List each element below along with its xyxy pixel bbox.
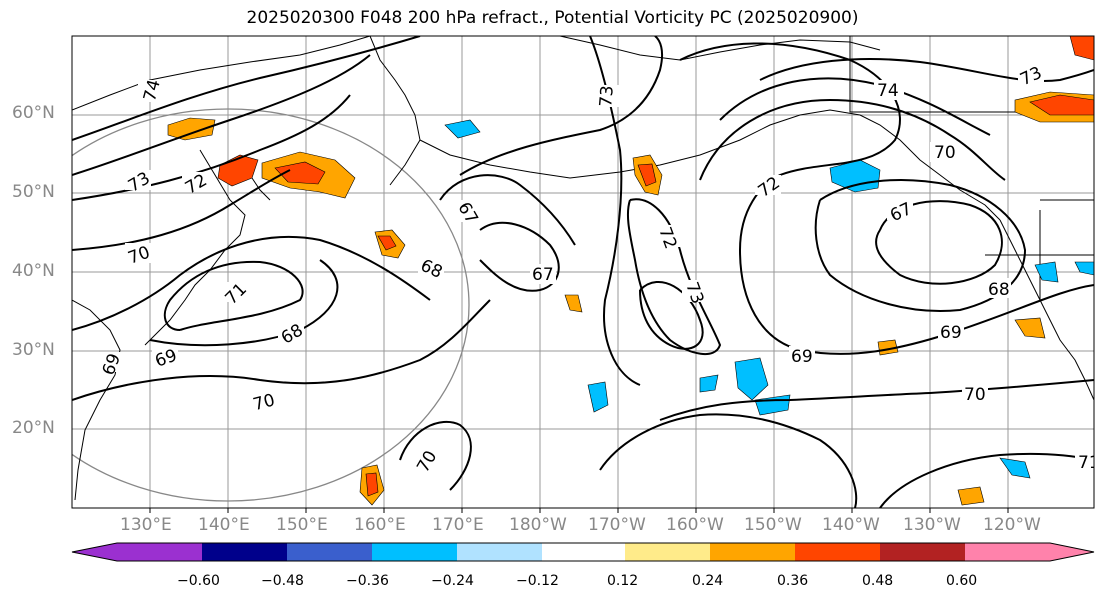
pv-anomaly-shading (167, 36, 1094, 506)
colorbar-segment (965, 543, 1050, 561)
colorbar-segment (880, 543, 965, 561)
colorbar-tick-label: 0.36 (777, 573, 809, 589)
lon-label-170w: 170°W (588, 515, 646, 535)
map-panel: 74 73 72 71 70 69 68 67 68 69 70 73 72 (72, 36, 1100, 508)
lat-label-50n: 50°N (12, 182, 55, 202)
colorbar-tick-label: 0.12 (607, 573, 639, 589)
lon-label-160w: 160°W (666, 515, 724, 535)
contour-label: 70 (934, 143, 956, 163)
lon-label-120w: 120°W (983, 515, 1041, 535)
positive-anomaly (564, 294, 583, 313)
colorbar-tick-label: −0.36 (346, 573, 389, 589)
lon-label-130w: 130°W (903, 515, 961, 535)
positive-anomaly (1069, 36, 1094, 61)
colorbar-tick-label: 0.60 (946, 573, 978, 589)
lat-label-20n: 20°N (12, 418, 55, 438)
contour-label: 67 (532, 265, 554, 285)
positive-anomaly (365, 472, 379, 497)
colorbar-extend-high (1050, 543, 1094, 561)
contour-label: 71 (1078, 453, 1100, 473)
positive-anomaly (637, 163, 657, 187)
contour-label: 73 (596, 85, 618, 108)
colorbar-segment (795, 543, 880, 561)
lon-label-130e: 130°E (120, 515, 172, 535)
colorbar-segment (625, 543, 710, 561)
positive-anomaly (957, 486, 985, 506)
negative-anomaly (699, 374, 719, 393)
colorbar-segment (457, 543, 542, 561)
colorbar-extend-low (72, 543, 117, 561)
colorbar-segment (542, 543, 625, 561)
colorbar-tick-label: −0.12 (516, 573, 559, 589)
map-title: 2025020300 F048 200 hPa refract., Potent… (246, 8, 859, 28)
colorbar-segment (117, 543, 202, 561)
negative-anomaly (1034, 261, 1059, 283)
lon-label-140e: 140°E (198, 515, 250, 535)
contour-label: 70 (964, 385, 986, 405)
colorbar-outline (71, 542, 1095, 562)
lon-label-150e: 150°E (276, 515, 328, 535)
coastlines (72, 36, 1094, 501)
colorbar-segment (287, 543, 372, 561)
contour-label: 74 (877, 81, 899, 101)
lat-label-40n: 40°N (12, 261, 55, 281)
contour-label: 68 (988, 280, 1010, 300)
contour-label: 69 (791, 347, 813, 367)
colorbar (71, 542, 1095, 562)
lon-label-150w: 150°W (744, 515, 802, 535)
positive-anomaly (274, 161, 326, 185)
negative-anomaly (1074, 261, 1094, 276)
positive-anomaly (167, 117, 216, 141)
colorbar-tick-label: 0.24 (692, 573, 724, 589)
lon-label-140w: 140°W (822, 515, 880, 535)
negative-anomaly (587, 381, 609, 413)
colorbar-tick-label: 0.48 (862, 573, 894, 589)
lat-label-60n: 60°N (12, 103, 55, 123)
positive-anomaly (377, 235, 397, 251)
lat-label-30n: 30°N (12, 340, 55, 360)
contour-label: 69 (940, 323, 962, 343)
colorbar-tick-label: −0.24 (431, 573, 474, 589)
colorbar-tick-label: −0.48 (261, 573, 304, 589)
negative-anomaly (734, 357, 769, 401)
colorbar-segment (202, 543, 287, 561)
positive-anomaly (1014, 317, 1046, 339)
lon-label-160e: 160°E (354, 515, 406, 535)
positive-anomaly (1029, 94, 1094, 116)
lon-label-170e: 170°E (432, 515, 484, 535)
map-frame (71, 35, 1095, 509)
colorbar-tick-label: −0.60 (177, 573, 220, 589)
negative-anomaly (444, 119, 481, 139)
colorbar-segment (710, 543, 795, 561)
range-circle (72, 108, 470, 502)
lon-label-180w: 180°W (509, 515, 567, 535)
colorbar-segment (372, 543, 457, 561)
negative-anomaly (999, 457, 1031, 479)
contour-labels: 74 73 72 71 70 69 68 67 68 69 70 73 72 (98, 63, 1100, 476)
longitude-ticks (149, 508, 1009, 513)
